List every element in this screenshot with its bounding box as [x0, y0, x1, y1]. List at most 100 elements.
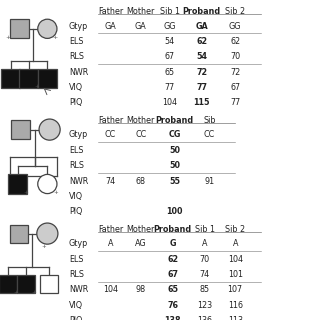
Text: CC: CC: [204, 131, 215, 140]
Text: ELS: ELS: [69, 37, 83, 46]
Text: 72: 72: [230, 68, 240, 77]
Text: ELS: ELS: [69, 146, 83, 155]
Text: Mother: Mother: [127, 7, 155, 16]
Text: 113: 113: [228, 316, 243, 320]
Text: 107: 107: [228, 285, 243, 294]
Text: 65: 65: [167, 285, 178, 294]
Bar: [1, 69, 20, 88]
Text: 55: 55: [169, 177, 180, 186]
Text: 104: 104: [162, 99, 177, 108]
Text: Mother: Mother: [127, 116, 155, 125]
Ellipse shape: [39, 119, 60, 140]
Text: 91: 91: [204, 177, 215, 186]
Text: 104: 104: [228, 255, 243, 264]
Text: PIQ: PIQ: [69, 99, 82, 108]
Text: Proband: Proband: [155, 116, 194, 125]
Text: +: +: [53, 189, 58, 195]
Text: GA: GA: [195, 22, 208, 31]
Text: NWR: NWR: [69, 177, 88, 186]
Text: Sib: Sib: [203, 116, 216, 125]
Bar: [19, 69, 38, 88]
Text: Sib 2: Sib 2: [225, 7, 245, 16]
Text: NWR: NWR: [69, 285, 88, 294]
Text: Gtyp: Gtyp: [69, 131, 88, 140]
Text: +: +: [42, 244, 46, 249]
Text: 76: 76: [167, 301, 178, 310]
Text: Gtyp: Gtyp: [69, 239, 88, 248]
Text: 65: 65: [164, 68, 175, 77]
Text: GA: GA: [135, 22, 147, 31]
Text: 70: 70: [230, 52, 240, 61]
Text: 77: 77: [164, 83, 175, 92]
Text: 62: 62: [230, 37, 240, 46]
Text: A: A: [202, 239, 208, 248]
Text: Proband: Proband: [154, 225, 192, 234]
Text: +: +: [5, 35, 11, 40]
Text: RLS: RLS: [69, 161, 84, 170]
Text: Father: Father: [98, 225, 123, 234]
Text: Father: Father: [98, 7, 123, 16]
Text: Sib 1: Sib 1: [160, 7, 180, 16]
Text: 77: 77: [196, 83, 207, 92]
Text: VIQ: VIQ: [69, 83, 83, 92]
Bar: [17, 275, 35, 293]
Text: NWR: NWR: [69, 68, 88, 77]
Text: 67: 67: [230, 83, 240, 92]
Text: 74: 74: [200, 270, 210, 279]
Bar: [10, 19, 29, 38]
Text: +: +: [23, 189, 28, 195]
Text: 50: 50: [169, 146, 180, 155]
Text: Mother: Mother: [127, 225, 155, 234]
Bar: [40, 275, 58, 293]
Text: 104: 104: [103, 285, 118, 294]
Text: 138: 138: [164, 316, 181, 320]
Text: +: +: [53, 35, 58, 40]
Bar: [0, 275, 17, 293]
Text: CC: CC: [105, 131, 116, 140]
Text: +: +: [13, 290, 18, 295]
Text: PIQ: PIQ: [69, 316, 82, 320]
Text: CC: CC: [135, 131, 147, 140]
Text: 74: 74: [105, 177, 116, 186]
Text: GG: GG: [229, 22, 242, 31]
Text: G: G: [170, 239, 176, 248]
Text: 98: 98: [136, 285, 146, 294]
Text: A: A: [232, 239, 238, 248]
Text: RLS: RLS: [69, 270, 84, 279]
Ellipse shape: [38, 19, 57, 38]
Bar: [10, 225, 28, 243]
Text: 62: 62: [196, 37, 207, 46]
Text: GG: GG: [163, 22, 176, 31]
Text: A: A: [108, 239, 113, 248]
Text: GA: GA: [105, 22, 116, 31]
Text: 54: 54: [164, 37, 175, 46]
Text: RLS: RLS: [69, 52, 84, 61]
Text: 123: 123: [197, 301, 212, 310]
Text: Gtyp: Gtyp: [69, 22, 88, 31]
Text: +: +: [35, 84, 39, 89]
Bar: [8, 174, 27, 194]
Text: 101: 101: [228, 270, 243, 279]
Bar: [38, 69, 57, 88]
Text: 77: 77: [230, 99, 240, 108]
Text: 67: 67: [167, 270, 178, 279]
Text: 100: 100: [166, 207, 183, 216]
Text: 116: 116: [228, 301, 243, 310]
Text: Sib 2: Sib 2: [225, 225, 245, 234]
Text: 70: 70: [200, 255, 210, 264]
Text: Sib 1: Sib 1: [195, 225, 215, 234]
Text: Proband: Proband: [182, 7, 221, 16]
Text: +: +: [31, 290, 36, 295]
Text: AG: AG: [135, 239, 147, 248]
Text: 54: 54: [196, 52, 207, 61]
Text: ELS: ELS: [69, 255, 83, 264]
Text: VIQ: VIQ: [69, 192, 83, 201]
Text: 62: 62: [167, 255, 178, 264]
Text: 85: 85: [200, 285, 210, 294]
Text: Father: Father: [98, 116, 123, 125]
Text: 67: 67: [164, 52, 175, 61]
Text: 68: 68: [136, 177, 146, 186]
Ellipse shape: [38, 174, 57, 194]
Text: 72: 72: [196, 68, 207, 77]
Text: PIQ: PIQ: [69, 207, 82, 216]
